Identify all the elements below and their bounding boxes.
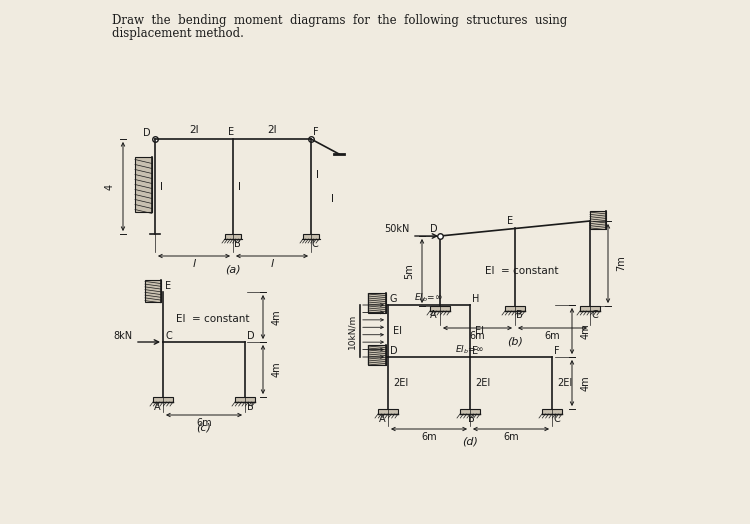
- Text: A: A: [430, 310, 437, 320]
- Text: E: E: [472, 346, 478, 356]
- Text: (a): (a): [225, 264, 241, 274]
- Text: Draw  the  bending  moment  diagrams  for  the  following  structures  using: Draw the bending moment diagrams for the…: [112, 14, 567, 27]
- Text: 2I: 2I: [189, 125, 199, 135]
- Bar: [378, 409, 398, 414]
- Bar: [145, 280, 161, 302]
- Text: EI  = constant: EI = constant: [485, 267, 559, 277]
- Text: l: l: [271, 259, 274, 269]
- Text: (d): (d): [462, 437, 478, 447]
- Text: A: A: [154, 402, 161, 412]
- Text: EI: EI: [393, 326, 402, 336]
- Bar: [505, 306, 525, 311]
- Bar: [153, 397, 173, 402]
- Text: D: D: [143, 128, 151, 138]
- Text: (c): (c): [196, 423, 211, 433]
- Text: 6m: 6m: [503, 432, 519, 442]
- Text: 4m: 4m: [581, 375, 591, 391]
- Bar: [460, 409, 480, 414]
- Text: A: A: [380, 414, 386, 424]
- Text: C: C: [554, 414, 561, 424]
- Bar: [235, 397, 255, 402]
- Text: 2EI: 2EI: [557, 378, 572, 388]
- Bar: [542, 409, 562, 414]
- Text: 4m: 4m: [272, 309, 282, 325]
- Text: 8kN: 8kN: [114, 331, 133, 341]
- Text: I: I: [238, 181, 241, 191]
- Text: $EI_b\!=\!\infty$: $EI_b\!=\!\infty$: [414, 291, 444, 303]
- Text: 10kN/m: 10kN/m: [347, 313, 356, 348]
- Text: 7m: 7m: [616, 256, 626, 271]
- Bar: [368, 293, 386, 313]
- Bar: [303, 234, 319, 239]
- Text: 5m: 5m: [404, 263, 414, 279]
- Bar: [368, 345, 386, 365]
- Text: (b): (b): [507, 336, 523, 346]
- Text: G: G: [390, 294, 398, 304]
- Text: C: C: [165, 331, 172, 341]
- Bar: [430, 306, 450, 311]
- Text: 6m: 6m: [470, 331, 485, 341]
- Bar: [590, 211, 606, 229]
- Text: H: H: [472, 294, 479, 304]
- Text: 4m: 4m: [272, 362, 282, 377]
- Text: 2I: 2I: [267, 125, 277, 135]
- Text: F: F: [313, 127, 319, 137]
- Text: E: E: [228, 127, 234, 137]
- Text: 4: 4: [105, 183, 115, 190]
- Text: C: C: [312, 239, 319, 249]
- Text: I: I: [316, 169, 319, 180]
- Text: I: I: [160, 181, 163, 191]
- Text: $EI_b\!=\!\infty$: $EI_b\!=\!\infty$: [455, 343, 484, 355]
- Text: E: E: [507, 216, 513, 226]
- Text: B: B: [247, 402, 254, 412]
- Text: 50kN: 50kN: [385, 224, 410, 234]
- Text: l: l: [193, 259, 196, 269]
- Text: 6m: 6m: [196, 418, 211, 428]
- Text: E: E: [165, 281, 171, 291]
- Text: 2EI: 2EI: [475, 378, 490, 388]
- Text: 2EI: 2EI: [393, 378, 408, 388]
- Text: EI  = constant: EI = constant: [176, 314, 250, 324]
- Bar: [135, 157, 152, 212]
- Text: F: F: [554, 346, 560, 356]
- Text: B: B: [516, 310, 523, 320]
- Text: I: I: [331, 193, 334, 203]
- Text: B: B: [234, 239, 241, 249]
- Text: EI: EI: [475, 326, 484, 336]
- Text: displacement method.: displacement method.: [112, 27, 244, 40]
- Bar: [580, 306, 600, 311]
- Text: C: C: [591, 310, 598, 320]
- Text: 6m: 6m: [544, 331, 560, 341]
- Text: 4m: 4m: [581, 323, 591, 339]
- Bar: [225, 234, 241, 239]
- Text: 6m: 6m: [422, 432, 436, 442]
- Text: B: B: [468, 414, 474, 424]
- Text: D: D: [430, 224, 438, 234]
- Text: D: D: [390, 346, 398, 356]
- Text: D: D: [247, 331, 254, 341]
